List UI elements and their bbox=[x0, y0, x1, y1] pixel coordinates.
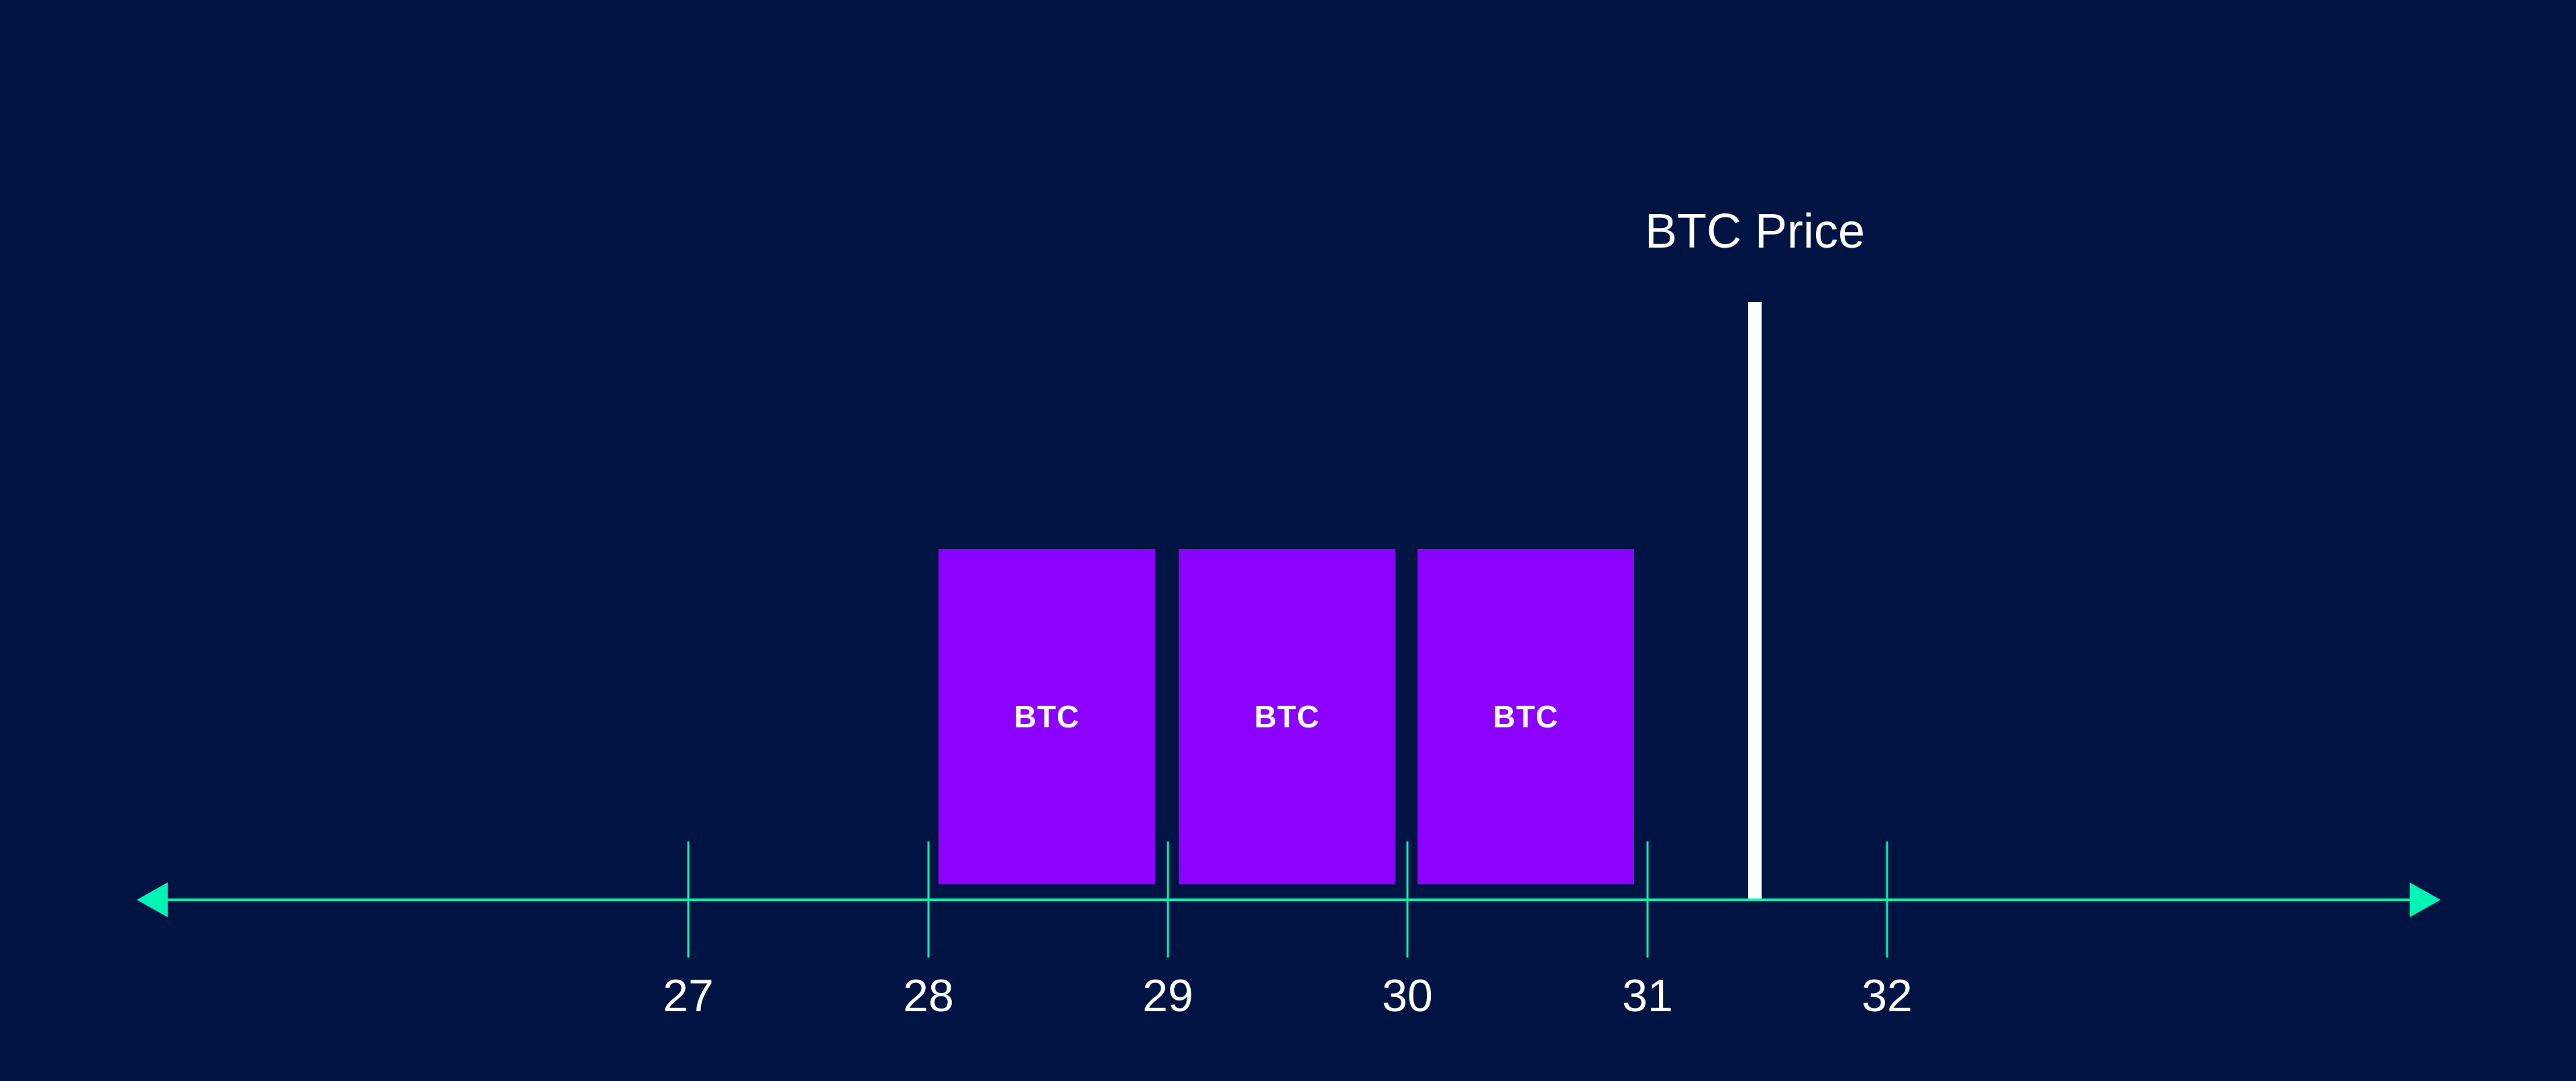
btc-box-30-31: BTC bbox=[1417, 549, 1634, 884]
tick-30 bbox=[1406, 841, 1409, 958]
btc-box-label: BTC bbox=[1014, 699, 1080, 734]
tick-28 bbox=[927, 841, 930, 958]
tick-label-31: 31 bbox=[1622, 970, 1673, 1021]
tick-label-32: 32 bbox=[1862, 970, 1913, 1021]
tick-32 bbox=[1886, 841, 1888, 958]
axis-line bbox=[161, 898, 2415, 901]
btc-box-28-29: BTC bbox=[938, 549, 1155, 884]
tick-label-29: 29 bbox=[1142, 970, 1193, 1021]
right-arrow-icon bbox=[2410, 882, 2440, 917]
btc-box-label: BTC bbox=[1493, 699, 1559, 734]
tick-label-27: 27 bbox=[663, 970, 714, 1021]
tick-27 bbox=[687, 841, 690, 958]
btc-price-marker bbox=[1748, 302, 1762, 900]
tick-29 bbox=[1167, 841, 1169, 958]
tick-31 bbox=[1646, 841, 1649, 958]
tick-label-28: 28 bbox=[903, 970, 954, 1021]
left-arrow-icon bbox=[137, 882, 168, 917]
btc-box-label: BTC bbox=[1254, 699, 1320, 734]
tick-label-30: 30 bbox=[1382, 970, 1433, 1021]
btc-box-29-30: BTC bbox=[1179, 549, 1395, 884]
btc-price-label: BTC Price bbox=[1644, 205, 1866, 258]
